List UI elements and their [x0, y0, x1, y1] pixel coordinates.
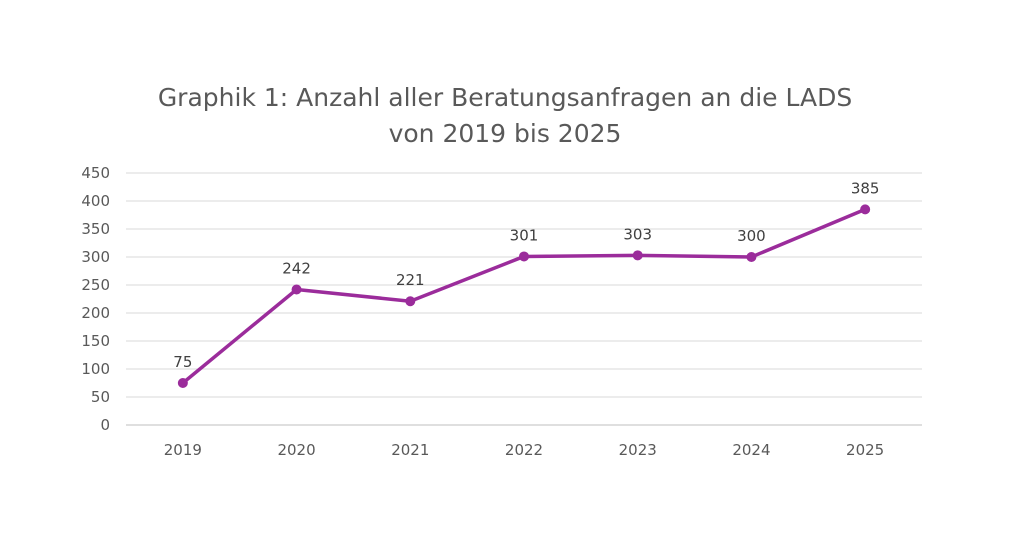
data-point-2019	[177, 378, 188, 388]
data-label-2023: 303	[623, 225, 652, 243]
x-tick-label-2019: 2019	[164, 441, 202, 459]
y-tick-label-250: 250	[81, 276, 110, 294]
data-label-2024: 300	[737, 227, 766, 245]
y-tick-label-300: 300	[81, 248, 110, 266]
x-tick-label-2025: 2025	[846, 441, 884, 459]
data-label-2025: 385	[851, 179, 880, 197]
y-tick-label-100: 100	[81, 360, 110, 378]
y-tick-label-350: 350	[81, 220, 110, 238]
data-point-2023	[632, 250, 643, 261]
chart-title-line-2: von 2019 bis 2025	[388, 119, 622, 148]
data-point-2024	[746, 252, 757, 262]
data-label-2020: 242	[282, 259, 311, 277]
y-tick-label-400: 400	[81, 192, 110, 210]
y-tick-label-150: 150	[81, 332, 110, 350]
data-point-2021	[405, 296, 416, 307]
data-point-2025	[860, 204, 871, 215]
data-label-2021: 221	[396, 271, 425, 289]
y-tick-label-50: 50	[91, 388, 110, 406]
chart-title-line-1: Graphik 1: Anzahl aller Beratungsanfrage…	[157, 83, 853, 112]
data-label-2019: 75	[173, 353, 192, 371]
y-tick-label-200: 200	[81, 304, 110, 322]
y-tick-label-450: 450	[81, 164, 110, 182]
x-tick-label-2021: 2021	[391, 441, 429, 459]
data-point-2020	[291, 284, 302, 295]
x-tick-label-2022: 2022	[505, 441, 543, 459]
y-tick-label-0: 0	[100, 416, 110, 434]
x-tick-label-2023: 2023	[619, 441, 657, 459]
x-tick-label-2020: 2020	[277, 441, 315, 459]
x-tick-label-2024: 2024	[732, 441, 770, 459]
data-point-2022	[519, 251, 529, 262]
data-label-2022: 301	[510, 226, 539, 244]
